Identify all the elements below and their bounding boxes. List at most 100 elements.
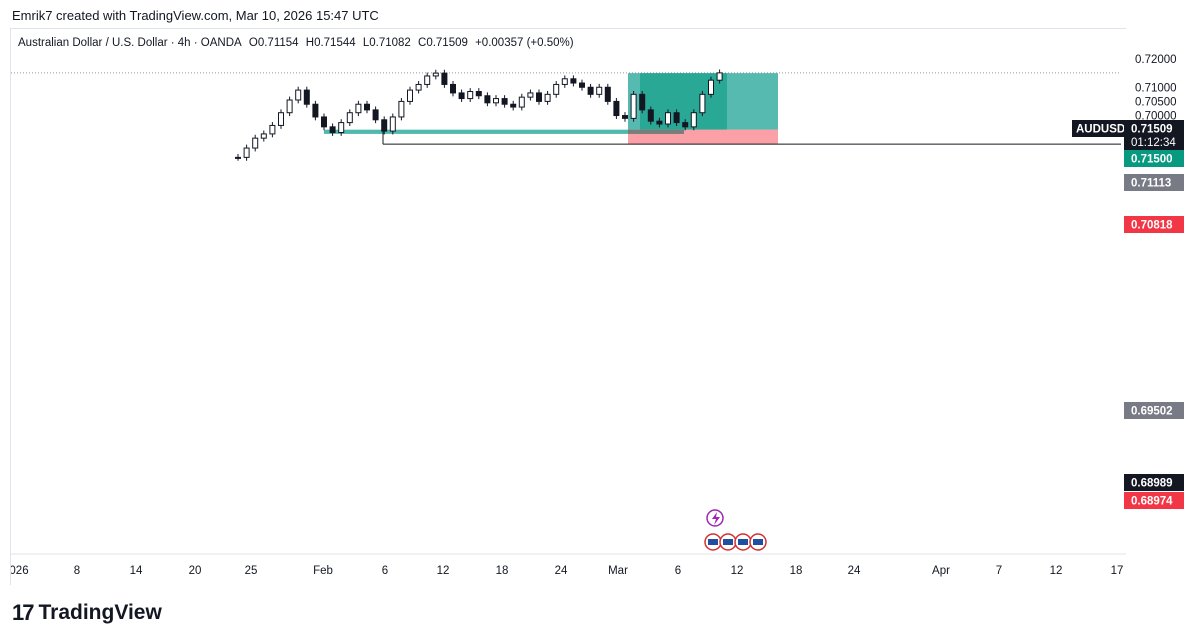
candle-body xyxy=(604,86,611,102)
bar-countdown: 01:12:34 xyxy=(1131,137,1176,149)
candle-body xyxy=(303,89,310,105)
tradingview-logo[interactable]: 17 TradingView xyxy=(12,600,162,626)
candle-body xyxy=(716,72,723,81)
lightning-bolt-icon xyxy=(712,512,720,525)
legend-high: H0.71544 xyxy=(305,37,356,49)
candle-body xyxy=(260,133,267,139)
y-axis-tick-label: 0.70000 xyxy=(1135,111,1177,123)
flag-stripe xyxy=(753,539,763,545)
candle-body xyxy=(622,115,628,119)
level-grey-tag-bg xyxy=(1124,174,1184,191)
y-axis-tick-label: 0.72000 xyxy=(1135,54,1177,66)
flag-stripe xyxy=(738,539,748,545)
x-axis-tick-label: 8 xyxy=(74,565,80,577)
candle-body xyxy=(639,93,646,111)
candle-body xyxy=(518,96,525,108)
legend-open: O0.71154 xyxy=(248,37,299,49)
candle-body xyxy=(441,72,448,85)
x-axis-tick-label: 17 xyxy=(1111,565,1124,577)
candle-body xyxy=(355,103,362,114)
candle-body xyxy=(553,83,560,95)
candle-body xyxy=(424,75,431,85)
flag-stripe xyxy=(723,539,733,545)
x-axis-tick-label: 12 xyxy=(437,565,450,577)
candle-body xyxy=(235,156,241,159)
symbol-tag-bg xyxy=(1072,120,1124,137)
candle-body xyxy=(579,82,585,88)
legend-close: C0.71509 xyxy=(418,37,468,49)
candle-body xyxy=(467,91,474,100)
x-axis-tick-label: 25 xyxy=(245,565,258,577)
x-axis-tick-label: 24 xyxy=(848,565,861,577)
target-price-tag-bg xyxy=(1124,150,1184,167)
candle-body xyxy=(364,103,370,111)
author-credit: Emrik7 created with TradingView.com, Mar… xyxy=(12,8,379,23)
last-price-tag: 0.71509 xyxy=(1131,124,1173,136)
candle-body xyxy=(630,93,637,119)
stop-price-tag: 0.68974 xyxy=(1131,496,1173,508)
last-price-tag-bg xyxy=(1124,120,1184,150)
support-zone-box[interactable] xyxy=(324,129,684,134)
candle-body xyxy=(338,122,345,134)
candle-body xyxy=(570,78,577,84)
symbol-tag: AUDUSD xyxy=(1076,124,1125,136)
x-axis-tick-label: 026 xyxy=(11,565,29,577)
candle-body xyxy=(450,83,456,94)
x-axis-tick-label: 12 xyxy=(1050,565,1063,577)
candle-body xyxy=(699,93,706,114)
price-chart[interactable]: 0.720000.710000.705000.700000.6850002681… xyxy=(11,29,1200,585)
candle-body xyxy=(656,120,663,125)
x-axis-tick-label: 18 xyxy=(790,565,803,577)
candle-body xyxy=(381,119,388,132)
candle-body xyxy=(561,78,568,85)
candle-body xyxy=(252,137,259,149)
x-axis-tick-label: 20 xyxy=(189,565,202,577)
x-axis-tick-label: 12 xyxy=(731,565,744,577)
y-axis-tick-label: 0.70500 xyxy=(1135,96,1177,108)
legend-symbol: Australian Dollar / U.S. Dollar · 4h · O… xyxy=(18,37,242,49)
candle-body xyxy=(389,116,396,132)
candle-body xyxy=(415,83,422,91)
chart-pane[interactable]: 0.720000.710000.705000.700000.6850002681… xyxy=(10,28,1184,585)
candle-body xyxy=(587,86,594,95)
x-axis-tick-label: 6 xyxy=(675,565,681,577)
candle-body xyxy=(312,103,319,118)
candle-body xyxy=(493,98,499,104)
zone-overlap xyxy=(628,129,684,134)
candle-body xyxy=(432,72,439,77)
candle-body xyxy=(278,112,284,126)
candle-body xyxy=(690,112,697,128)
candle-body xyxy=(527,92,534,98)
candle-body xyxy=(329,126,336,134)
flag-stripe xyxy=(708,539,718,545)
x-axis-tick-label: 6 xyxy=(382,565,388,577)
candle-body xyxy=(475,91,482,97)
candle-body xyxy=(484,95,491,104)
candle-body xyxy=(407,89,413,102)
candle-body xyxy=(501,98,508,105)
x-axis-tick-label: Mar xyxy=(608,565,628,577)
tradingview-logo-icon: 17 xyxy=(12,600,35,625)
candle-body xyxy=(398,100,405,118)
candle-body xyxy=(682,122,689,128)
symbol-legend: Australian Dollar / U.S. Dollar · 4h · O… xyxy=(18,37,578,49)
candle-body xyxy=(458,92,465,100)
candle-body xyxy=(708,79,714,95)
entry-price-tag-bg xyxy=(1124,402,1184,419)
x-axis-tick-label: 7 xyxy=(996,565,1002,577)
candle-body xyxy=(665,112,671,125)
candle-body xyxy=(295,89,302,101)
candle-body xyxy=(243,147,250,158)
line-level-tag-bg xyxy=(1124,474,1184,491)
candle-body xyxy=(544,93,551,102)
x-axis-tick-label: 24 xyxy=(555,565,568,577)
candle-body xyxy=(510,103,517,108)
x-axis-tick-label: 18 xyxy=(496,565,509,577)
x-axis-tick-label: Feb xyxy=(313,565,333,577)
candle-body xyxy=(596,86,603,95)
candle-body xyxy=(673,112,680,124)
tradingview-wordmark: TradingView xyxy=(38,601,162,624)
level-red-tag-bg xyxy=(1124,216,1184,233)
x-axis-tick-label: Apr xyxy=(932,565,950,577)
